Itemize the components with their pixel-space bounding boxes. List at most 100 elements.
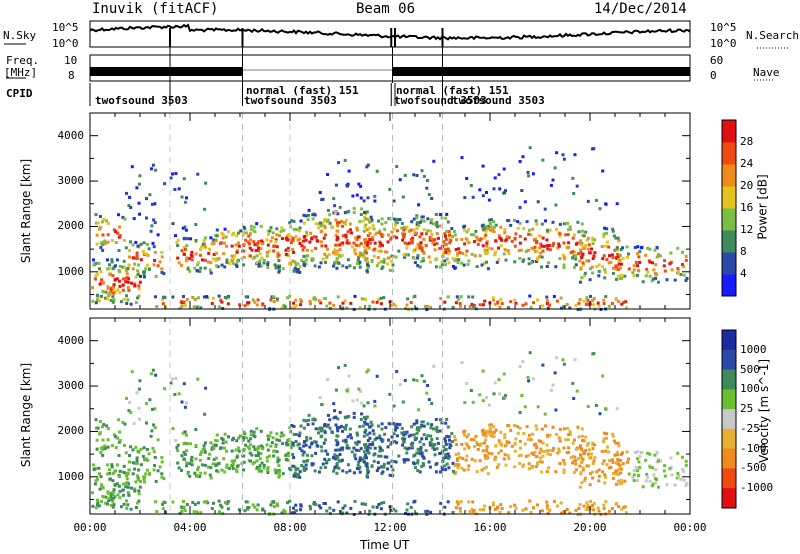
range-gate-cell <box>144 252 148 256</box>
range-gate-cell <box>499 449 503 453</box>
range-gate-cell <box>183 200 187 204</box>
range-gate-cell <box>588 483 592 487</box>
range-gate-cell <box>574 508 578 512</box>
range-gate-cell <box>266 448 270 452</box>
range-gate-cell <box>410 220 414 224</box>
range-gate-cell <box>419 241 423 245</box>
range-gate-cell <box>153 221 157 225</box>
range-gate-cell <box>471 500 475 504</box>
range-gate-cell <box>393 423 397 427</box>
range-gate-cell <box>125 301 129 305</box>
range-gate-cell <box>587 243 591 247</box>
range-gate-cell <box>506 219 510 222</box>
range-gate-cell <box>575 389 579 393</box>
range-gate-cell <box>306 218 310 222</box>
range-gate-cell <box>529 233 533 237</box>
range-gate-cell <box>547 303 551 307</box>
range-gate-cell <box>470 303 474 306</box>
range-gate-cell <box>344 440 348 444</box>
range-gate-cell <box>125 294 128 298</box>
range-gate-cell <box>212 238 216 242</box>
range-gate-cell <box>214 439 218 442</box>
range-gate-cell <box>365 462 369 466</box>
range-gate-cell <box>358 511 362 515</box>
range-gate-cell <box>292 220 296 223</box>
range-gate-cell <box>566 438 570 442</box>
range-gate-cell <box>553 371 557 375</box>
range-gate-cell <box>336 417 340 421</box>
y-tick-label: 3000 <box>57 174 85 188</box>
range-gate-cell <box>484 225 488 229</box>
range-gate-cell <box>137 284 141 288</box>
range-gate-cell <box>336 261 340 265</box>
range-gate-cell <box>277 253 281 257</box>
range-gate-cell <box>118 496 122 500</box>
range-gate-cell <box>239 434 243 438</box>
range-gate-cell <box>429 426 433 430</box>
range-gate-cell <box>484 252 488 256</box>
range-gate-cell <box>336 456 340 459</box>
range-gate-cell <box>415 421 419 425</box>
range-gate-cell <box>210 507 214 510</box>
range-gate-cell <box>400 431 404 435</box>
range-gate-cell <box>272 244 276 248</box>
range-gate-cell <box>273 468 277 472</box>
range-gate-cell <box>648 479 652 483</box>
range-gate-cell <box>602 459 606 463</box>
range-gate-cell <box>323 423 327 426</box>
range-gate-cell <box>362 245 366 249</box>
power-ylabel: Slant Range [km] <box>19 158 34 264</box>
range-gate-cell <box>272 300 276 304</box>
range-gate-cell <box>602 298 606 302</box>
range-gate-cell <box>535 222 539 226</box>
range-gate-cell <box>143 270 146 274</box>
range-gate-cell <box>299 503 303 507</box>
range-gate-cell <box>134 480 138 484</box>
range-gate-cell <box>679 477 683 481</box>
range-gate-cell <box>435 437 439 441</box>
range-gate-cell <box>383 432 387 436</box>
range-gate-cell <box>300 464 304 467</box>
range-gate-cell <box>225 502 229 506</box>
range-gate-cell <box>473 459 477 463</box>
range-gate-cell <box>571 176 575 180</box>
range-gate-cell <box>427 255 431 259</box>
range-gate-cell <box>371 300 375 304</box>
range-gate-cell <box>638 455 642 459</box>
range-gate-cell <box>391 468 395 472</box>
range-gate-cell <box>444 248 448 252</box>
range-gate-cell <box>638 250 642 254</box>
range-gate-cell <box>577 230 581 234</box>
range-gate-cell <box>558 439 562 443</box>
range-gate-cell <box>435 426 439 429</box>
range-gate-cell <box>299 303 302 307</box>
range-gate-cell <box>214 239 218 243</box>
range-gate-cell <box>380 464 384 468</box>
range-gate-cell <box>447 435 451 439</box>
range-gate-cell <box>400 221 404 225</box>
range-gate-cell <box>366 261 370 265</box>
range-gate-cell <box>341 446 345 450</box>
range-gate-cell <box>207 465 210 469</box>
range-gate-cell <box>305 435 309 439</box>
range-gate-cell <box>540 255 544 259</box>
range-gate-cell <box>571 256 574 260</box>
range-gate-cell <box>416 459 420 463</box>
range-gate-cell <box>181 226 185 230</box>
range-gate-cell <box>583 479 587 483</box>
range-gate-cell <box>614 470 618 473</box>
range-gate-cell <box>490 247 494 251</box>
range-gate-cell <box>557 242 561 246</box>
range-gate-cell <box>236 446 240 450</box>
range-gate-cell <box>143 275 146 279</box>
range-gate-cell <box>524 302 528 306</box>
range-gate-cell <box>202 239 206 243</box>
nsky-trace <box>89 23 691 41</box>
range-gate-cell <box>375 469 379 473</box>
range-gate-cell <box>153 426 157 430</box>
range-gate-cell <box>631 476 635 480</box>
range-gate-cell <box>413 436 417 440</box>
range-gate-cell <box>111 479 115 483</box>
range-gate-cell <box>532 301 535 305</box>
range-gate-cell <box>303 440 307 443</box>
